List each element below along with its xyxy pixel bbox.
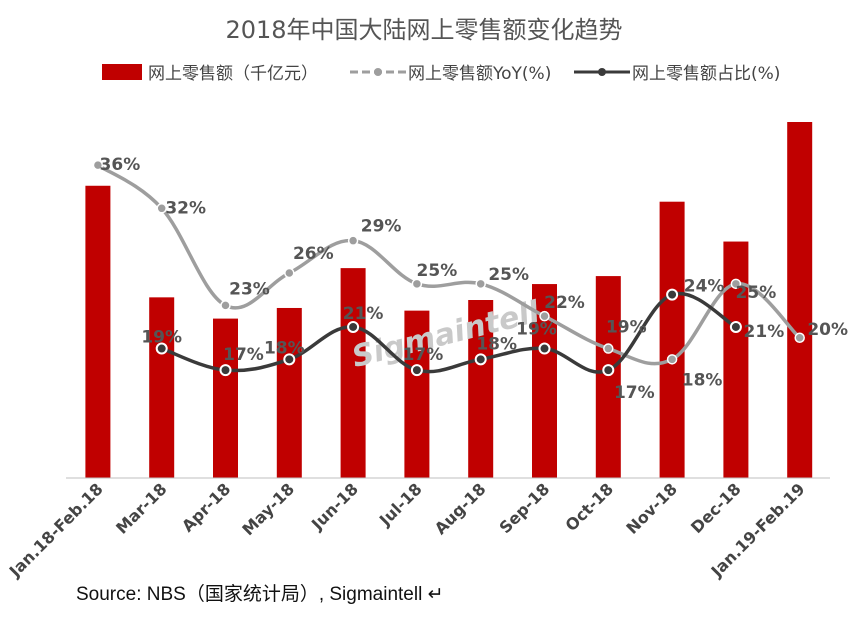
x-tick-9: Oct-18 xyxy=(562,479,618,535)
share-label-9: 17% xyxy=(614,383,655,403)
data-labels: 36%32%23%26%29%25% 25%22%19%18%25%20%19%1… xyxy=(100,155,849,403)
yoy-point-8 xyxy=(539,310,550,322)
share-point-3 xyxy=(219,364,232,377)
share-point-7 xyxy=(474,353,487,366)
x-tick-8: Sep-18 xyxy=(496,479,554,537)
legend-share-marker xyxy=(598,68,606,76)
yoy-label-3: 23% xyxy=(229,279,270,299)
yoy-point-7 xyxy=(475,278,486,290)
share-label-7: 18% xyxy=(476,334,517,354)
bar-5 xyxy=(340,268,366,478)
legend-yoy-label: 网上零售额YoY(%) xyxy=(408,64,551,84)
yoy-point-4 xyxy=(284,267,295,279)
bar-4 xyxy=(276,307,302,478)
x-tick-5: Jun-18 xyxy=(307,479,362,534)
yoy-point-2 xyxy=(156,203,167,214)
share-point-8 xyxy=(538,342,551,355)
bar-7 xyxy=(468,300,494,478)
share-point-11 xyxy=(729,320,742,333)
yoy-point-5 xyxy=(347,235,359,246)
yoy-label-12: 20% xyxy=(807,320,848,340)
yoy-line xyxy=(96,163,801,366)
share-label-6: 17% xyxy=(403,345,444,365)
yoy-label-10: 18% xyxy=(682,370,723,390)
share-label-3: 17% xyxy=(223,345,264,365)
yoy-point-9 xyxy=(603,343,614,354)
share-point-10 xyxy=(666,288,679,301)
x-tick-2: Mar-18 xyxy=(112,479,170,537)
yoy-label-11: 25% xyxy=(736,283,777,303)
yoy-point-11 xyxy=(730,278,742,290)
bar-2 xyxy=(149,297,175,478)
yoy-label-1: 36% xyxy=(100,155,141,175)
share-label-8: 19% xyxy=(516,320,557,340)
bar-11 xyxy=(723,241,749,478)
yoy-label-4: 26% xyxy=(293,244,334,264)
share-point-2 xyxy=(155,342,168,355)
x-tick-4: May-18 xyxy=(238,479,298,539)
yoy-point-6 xyxy=(411,278,423,290)
legend-bar-swatch xyxy=(102,64,142,80)
x-tick-11: Dec-18 xyxy=(687,479,745,537)
yoy-label-6: 25% xyxy=(417,261,458,281)
legend-bar-label: 网上零售额（千亿元） xyxy=(148,64,318,84)
bar-series xyxy=(85,122,813,479)
x-tick-7: Aug-18 xyxy=(431,479,490,538)
yoy-label-7: 25% xyxy=(488,265,529,285)
bar-1 xyxy=(85,185,111,478)
bar-12 xyxy=(787,122,813,478)
bar-3 xyxy=(213,318,238,478)
yoy-label-2: 32% xyxy=(165,198,206,218)
share-label-10: 24% xyxy=(684,277,725,297)
yoy-label-8: 22% xyxy=(544,293,585,313)
yoy-label-9: 19% xyxy=(606,318,647,338)
share-point-9 xyxy=(602,364,615,377)
legend-yoy-marker xyxy=(374,68,382,76)
yoy-label-5: 29% xyxy=(361,217,402,237)
yoy-point-10 xyxy=(666,354,678,365)
x-tick-6: Jul-18 xyxy=(375,479,426,530)
share-point-6 xyxy=(410,364,423,377)
x-tick-1: Jan.18-Feb.18 xyxy=(5,479,107,581)
share-label-2: 19% xyxy=(141,328,182,348)
legend-share-label: 网上零售额占比(%) xyxy=(632,64,780,84)
share-point-5 xyxy=(347,320,360,333)
bar-9 xyxy=(595,276,621,478)
source-note: Source: NBS（国家统计局）, Sigmaintell ↵ xyxy=(76,584,444,605)
share-label-11: 21% xyxy=(744,322,785,342)
bar-6 xyxy=(404,310,430,478)
yoy-point-12 xyxy=(794,332,805,344)
share-line xyxy=(161,291,737,374)
share-label-5: 21% xyxy=(343,304,384,324)
yoy-point-1 xyxy=(92,159,104,171)
bar-10 xyxy=(659,201,685,479)
share-label-4: 18% xyxy=(264,338,305,358)
legend: 网上零售额（千亿元） 网上零售额YoY(%) 网上零售额占比(%) xyxy=(102,64,780,84)
x-tick-10: Nov-18 xyxy=(622,479,680,537)
x-tick-3: Apr-18 xyxy=(178,479,234,535)
chart-title: 2018年中国大陆网上零售额变化趋势 xyxy=(225,16,622,44)
yoy-point-3 xyxy=(220,300,231,311)
line-series xyxy=(92,159,805,377)
share-point-4 xyxy=(283,353,296,366)
x-tick-labels: Jan.18-Feb.18 Mar-18 Apr-18 May-18 Jun-18 Jul… xyxy=(5,479,809,581)
